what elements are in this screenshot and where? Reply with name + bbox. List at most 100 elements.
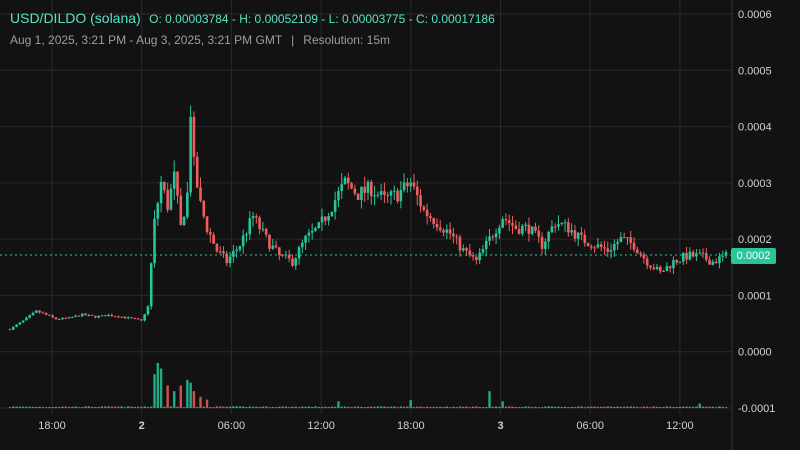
volume-bar [196,406,199,408]
candle-body [346,177,350,184]
candle-body [704,253,708,260]
volume-bar [228,406,232,408]
volume-bar [153,374,156,408]
x-tick-label: 12:00 [666,420,694,432]
volume-bar [107,406,110,408]
candle-body [389,191,393,196]
volume-bar [672,407,675,409]
volume-bar [209,407,212,409]
volume-bar [261,406,265,408]
candle-body [97,315,100,318]
volume-bar [268,407,271,409]
volume-bar [570,406,573,408]
candle-body [484,240,488,250]
volume-bar [136,406,140,408]
candle-body [182,216,186,226]
volume-bar [123,407,127,409]
volume-bar [232,406,235,408]
candle-body [491,236,495,238]
y-tick-label: 0.0004 [738,122,772,134]
candle-body [415,186,419,196]
volume-bar [550,406,554,408]
candle-body [57,319,61,321]
volume-bar [25,406,28,408]
candle-body [143,314,146,321]
candle-body [461,248,465,251]
volume-bar [688,406,692,408]
candle-body [724,252,728,256]
candle-body [11,326,15,330]
volume-bar [711,406,715,408]
y-tick-label: 0.0001 [738,290,772,302]
candle-body [590,246,593,248]
candle-body [593,247,596,249]
candle-body [301,242,304,248]
volume-bar [245,407,248,409]
candle-body [672,260,675,269]
volume-bar [583,407,586,409]
volume-bar [695,406,698,408]
candle-body [632,242,636,250]
volume-bar [356,406,360,408]
candle-body [310,230,314,233]
candle-body [478,252,481,261]
volume-bar [389,406,393,408]
volume-bar [304,406,307,408]
volume-bars [8,362,728,409]
volume-bar [379,406,383,408]
volume-bar [705,406,708,408]
volume-bar [517,406,521,408]
volume-bar [284,406,288,408]
candle-body [576,232,580,239]
candle-body [544,241,547,249]
candle-body [567,222,570,233]
volume-bar [225,406,228,408]
volume-bar [498,406,501,408]
candle-body [507,220,511,224]
candle-body [77,315,81,317]
volume-bar [310,406,314,408]
candle-body [369,181,373,197]
volume-bar [222,406,225,408]
candle-body [366,181,370,193]
candle-body [530,226,534,234]
candle-body [481,249,485,253]
separator: | [291,33,295,47]
volume-bar [330,406,334,408]
volume-bar [163,406,166,408]
volume-bar [429,407,432,409]
volume-bar [639,407,642,409]
candle-body [471,255,475,257]
volume-bar [54,406,58,408]
volume-bar [662,406,665,408]
candle-body [419,195,422,207]
candle-body [18,322,22,325]
volume-bar [166,385,169,408]
candle-body [222,251,225,254]
candle-body [501,219,504,228]
candle-body [172,171,176,189]
volume-bar [199,396,202,408]
volume-bar [35,406,38,408]
volume-bar [412,406,416,408]
volume-bar [435,406,439,408]
y-tick-label: 0.0002 [738,234,772,246]
volume-bar [297,407,301,409]
candle-body [87,314,91,316]
volume-bar [685,406,688,408]
chart-grid [0,0,732,414]
candle-body [215,243,219,252]
volume-bar [130,406,133,408]
volume-bar [133,406,137,408]
volume-bar [609,406,613,408]
candle-body [553,226,557,228]
candle-body [678,261,682,263]
candle-body [363,186,367,193]
candle-body [140,319,143,321]
volume-bar [350,407,353,409]
candle-body [458,236,462,251]
volume-bar [363,407,366,409]
volume-bar [642,406,646,408]
candle-body [130,317,133,319]
